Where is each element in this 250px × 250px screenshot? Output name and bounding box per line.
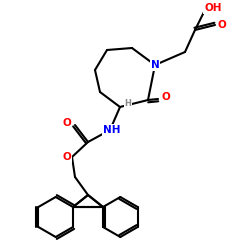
Text: O: O xyxy=(162,92,170,102)
Text: N: N xyxy=(150,60,160,70)
Text: NH: NH xyxy=(103,125,121,135)
Text: O: O xyxy=(62,152,72,162)
Text: OH: OH xyxy=(204,3,222,13)
Text: O: O xyxy=(218,20,226,30)
Text: H: H xyxy=(124,98,132,108)
Text: O: O xyxy=(62,118,72,128)
